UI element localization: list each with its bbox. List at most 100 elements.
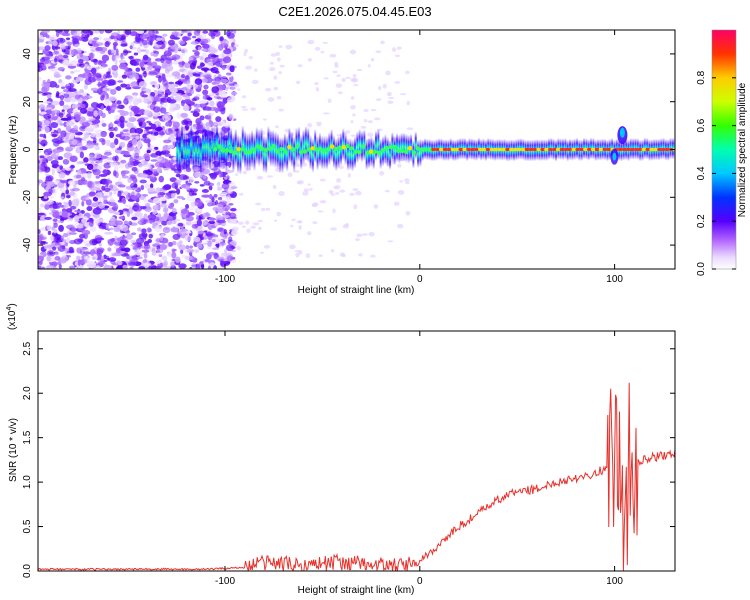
spectrogram-y-tick-label: -20 [22,190,33,205]
noise-blob [137,140,142,148]
trace-segment [211,125,214,167]
noise-blob [143,243,151,250]
spectrogram-x-tick-label: -100 [215,274,235,285]
noise-blob [274,219,278,222]
noise-blob [88,191,96,197]
noise-blob [114,126,118,132]
noise-blob [192,49,198,53]
noise-blob [58,202,62,206]
noise-blob [43,60,50,65]
noise-blob [169,34,176,40]
noise-blob [42,79,46,84]
noise-blob [164,162,171,168]
noise-blob [94,265,101,269]
noise-blob [209,217,217,221]
noise-blob [85,143,94,149]
noise-blob [156,167,163,174]
noise-blob [109,191,113,196]
noise-blob [44,203,50,210]
snr-x-tick-label: 0 [417,576,423,587]
trace-core [419,147,424,152]
noise-blob [250,107,256,111]
trace-segment [244,130,247,170]
noise-blob [50,159,59,166]
trace-segment [302,129,305,165]
noise-blob [318,254,323,257]
trace-segment [230,127,233,167]
noise-blob [132,92,139,96]
noise-blob [66,85,72,90]
noise-blob [74,94,81,100]
noise-blob [328,189,334,195]
snr-y-tick-label: 2.5 [22,341,33,355]
noise-blob [90,133,96,138]
snr-y-scale: (x104) [6,303,18,330]
noise-blob [120,224,129,232]
trace-core [361,144,366,149]
noise-blob [84,78,93,86]
noise-blob [44,30,50,33]
noise-blob [241,95,247,99]
noise-blob [109,131,115,139]
noise-blob [79,89,84,94]
noise-blob [51,168,56,176]
noise-blob [223,48,232,55]
noise-blob [120,83,127,88]
noise-blob [297,180,304,185]
trace-segment [267,125,270,164]
trace-core [283,149,288,154]
noise-blob [201,67,210,72]
noise-blob [147,41,153,46]
noise-blob [229,65,235,73]
noise-blob [103,151,112,156]
noise-blob [186,248,195,253]
spectrogram-x-tick-label: 0 [417,274,423,285]
noise-blob [79,151,85,159]
trace-segment [227,124,230,165]
noise-blob [296,80,301,85]
noise-blob [86,172,92,179]
noise-blob [76,115,81,122]
noise-blob [144,33,153,37]
noise-blob [95,183,102,190]
noise-blob [103,100,110,107]
noise-blob [225,87,229,91]
noise-blob [276,95,282,100]
noise-blob [101,112,106,119]
noise-blob [218,170,223,178]
noise-blob [344,130,351,134]
trace-core [248,149,253,155]
noise-blob [339,252,345,257]
noise-blob [278,71,282,75]
noise-blob [70,146,76,149]
trace-core [349,146,354,151]
noise-blob [157,191,164,199]
noise-blob [63,239,67,243]
noise-blob [81,30,91,34]
trace-core [516,147,522,152]
noise-blob [164,64,174,72]
noise-blob [84,126,94,133]
noise-blob [84,255,90,260]
trace-core [540,147,545,152]
noise-blob [171,182,179,189]
noise-blob [134,212,143,217]
noise-blob [162,227,171,234]
noise-blob [71,227,75,231]
noise-blob [272,184,277,190]
noise-blob [69,107,73,113]
noise-blob [126,210,131,217]
trace-core [318,146,323,152]
noise-blob [157,75,163,83]
noise-blob [61,86,66,89]
noise-blob [323,77,329,80]
noise-blob [186,79,190,85]
noise-blob [307,39,315,45]
noise-blob [212,238,216,243]
noise-blob [161,220,168,226]
noise-blob [54,202,59,206]
noise-blob [154,146,159,150]
noise-blob [250,225,256,229]
noise-blob [189,266,193,269]
noise-blob [117,164,125,169]
